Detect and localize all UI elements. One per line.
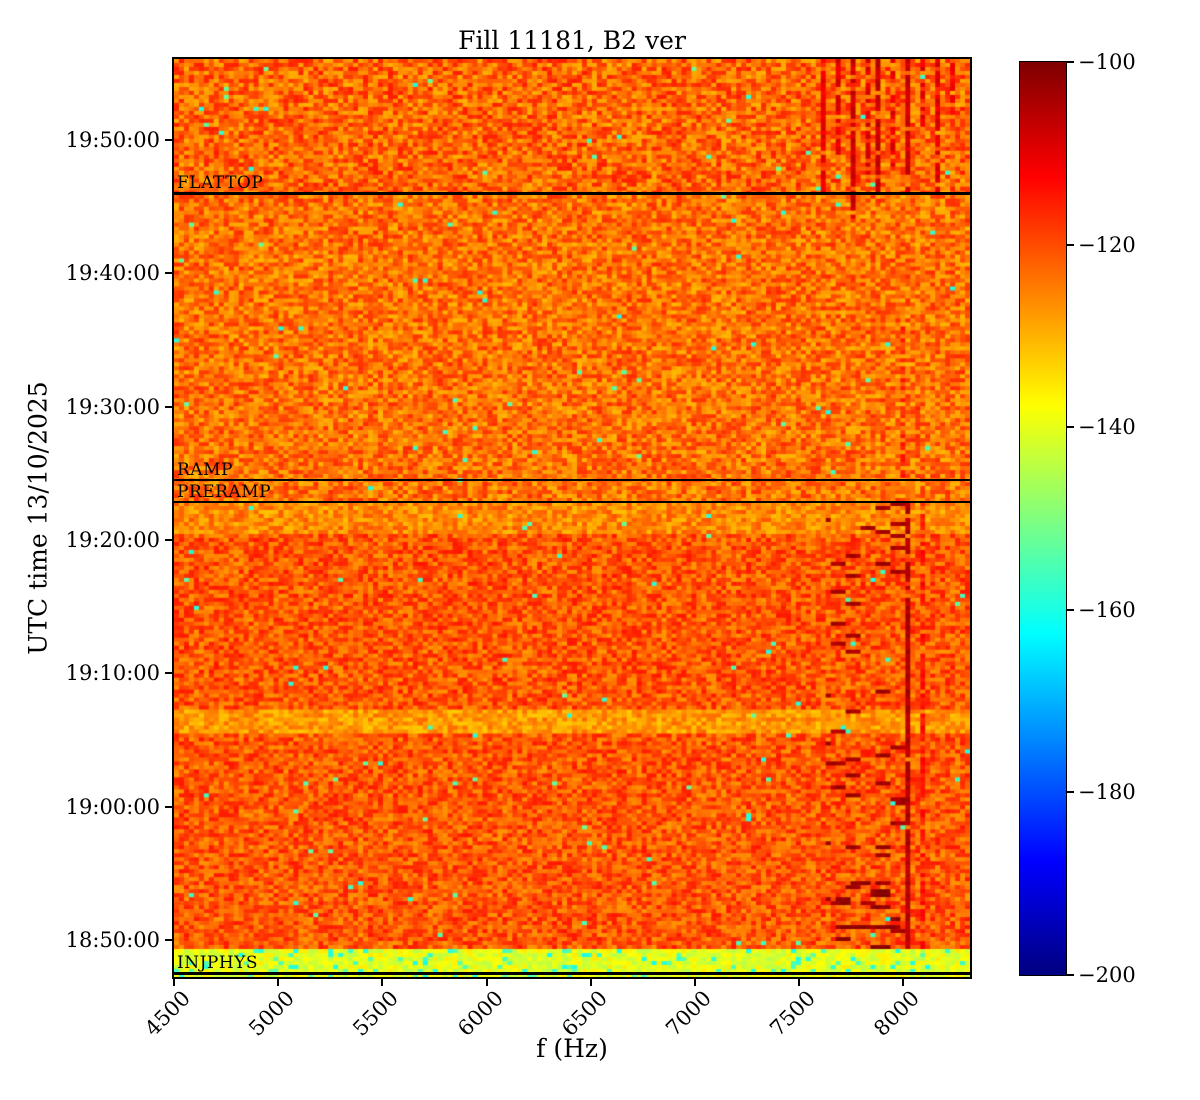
- y-tick-mark: [165, 405, 173, 408]
- y-tick-label: 19:10:00: [65, 661, 160, 686]
- annotation-label-preramp: PRERAMP: [177, 482, 272, 502]
- colorbar-tick-mark: [1066, 426, 1074, 429]
- colorbar-tick-mark: [1066, 974, 1074, 976]
- y-tick-label: 19:30:00: [65, 394, 160, 419]
- plot-title: Fill 11181, B2 ver: [458, 26, 686, 55]
- x-tick-label: 4500: [140, 986, 195, 1041]
- colorbar-tick-label: −180: [1078, 780, 1136, 805]
- y-tick-mark: [165, 672, 173, 675]
- x-tick-label: 7500: [765, 986, 821, 1041]
- colorbar-tick-label: −100: [1078, 50, 1136, 74]
- y-axis-label: UTC time 13/10/2025: [23, 381, 53, 655]
- colorbar-tick-mark: [1066, 243, 1074, 246]
- y-tick-mark: [165, 538, 173, 541]
- colorbar-tick-label: −160: [1078, 597, 1136, 622]
- x-tick-mark: [277, 978, 280, 986]
- spectrogram-heatmap: [174, 59, 970, 977]
- colorbar-tick-mark: [1066, 791, 1074, 794]
- x-tick-label: 7000: [661, 986, 716, 1041]
- annotation-line-flattop: [174, 192, 970, 195]
- x-tick-label: 6000: [452, 986, 508, 1041]
- y-tick-mark: [165, 272, 173, 275]
- annotation-label-injphys: INJPHYS: [177, 953, 259, 974]
- x-tick-label: 6500: [556, 986, 612, 1041]
- x-tick-label: 8000: [869, 986, 925, 1041]
- annotation-line-preramp: [174, 501, 970, 504]
- annotation-line-ramp: [174, 479, 970, 482]
- colorbar-tick-label: −120: [1078, 232, 1136, 257]
- x-axis-label: f (Hz): [536, 1034, 608, 1063]
- y-tick-mark: [165, 938, 173, 941]
- annotation-label-flattop: FLATTOP: [177, 173, 264, 194]
- x-tick-mark: [381, 978, 384, 986]
- colorbar-tick-label: −200: [1078, 963, 1136, 987]
- x-tick-mark: [485, 978, 488, 986]
- y-tick-label: 19:20:00: [65, 527, 160, 552]
- y-tick-mark: [165, 805, 173, 808]
- y-tick-label: 18:50:00: [65, 927, 160, 952]
- y-tick-label: 19:00:00: [65, 794, 160, 819]
- annotation-line-injphys: [174, 972, 970, 975]
- x-tick-mark: [902, 978, 905, 986]
- y-tick-mark: [165, 139, 173, 142]
- x-tick-mark: [798, 978, 801, 986]
- colorbar-tick-mark: [1066, 61, 1074, 63]
- x-tick-mark: [693, 978, 696, 986]
- x-tick-label: 5500: [348, 986, 404, 1041]
- y-tick-label: 19:50:00: [65, 128, 160, 153]
- annotation-label-ramp: RAMP: [177, 460, 233, 480]
- x-tick-label: 5000: [244, 986, 300, 1041]
- colorbar-tick-mark: [1066, 608, 1074, 611]
- x-tick-mark: [589, 978, 592, 986]
- y-tick-label: 19:40:00: [65, 261, 160, 286]
- colorbar-tick-label: −140: [1078, 415, 1136, 440]
- x-tick-mark: [173, 978, 175, 986]
- colorbar-gradient: [1020, 62, 1066, 975]
